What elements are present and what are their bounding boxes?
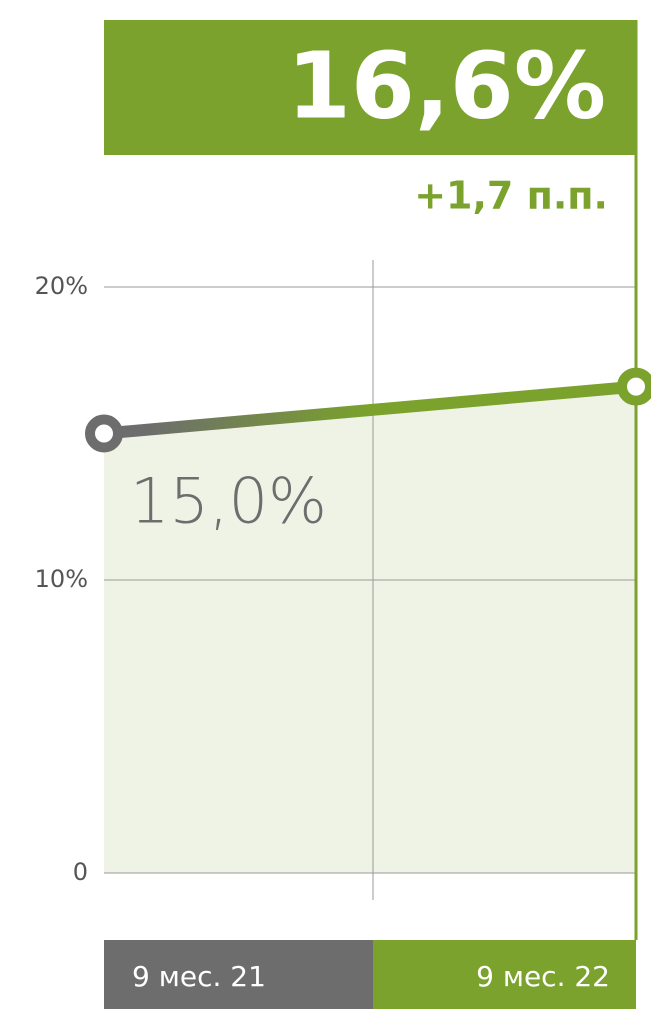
headline-banner <box>104 20 636 155</box>
y-tick-label: 0 <box>73 858 88 886</box>
line <box>103 380 637 440</box>
x-tick-label: 9 мес. 21 <box>132 960 266 993</box>
y-tick-label: 20% <box>35 272 88 300</box>
marker <box>617 367 651 406</box>
annotation: +1,7 п.п. <box>414 174 608 218</box>
x-tick-label: 9 мес. 22 <box>476 960 610 993</box>
category-band <box>104 940 373 1009</box>
area <box>104 386 636 873</box>
y-tick-label: 10% <box>35 565 88 593</box>
marker <box>85 414 123 453</box>
headline-value: 16,6% <box>287 32 606 139</box>
value-label: 15,0% <box>130 465 327 538</box>
category-band <box>373 940 636 1009</box>
